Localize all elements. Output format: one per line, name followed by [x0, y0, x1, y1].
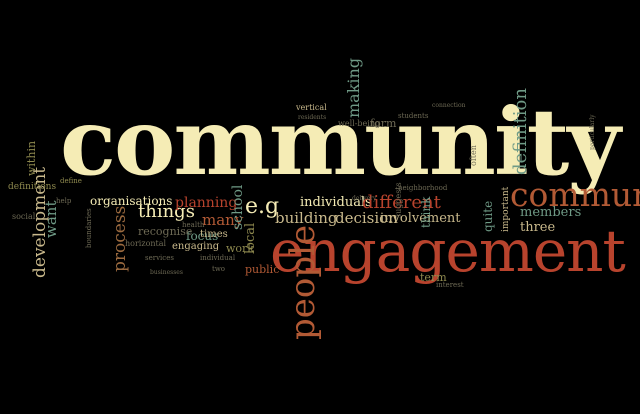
word-delivery: delivery	[352, 195, 377, 202]
word-many: many	[202, 211, 244, 229]
word-members: members	[520, 205, 582, 220]
word-two: two	[212, 265, 226, 273]
word-residents: residents	[298, 114, 327, 121]
word-individuals: individuals	[300, 195, 372, 210]
word-health: health	[182, 221, 205, 229]
word-services: services	[145, 254, 174, 262]
word-definition: definition	[510, 88, 531, 175]
word-often: often	[469, 145, 478, 166]
word-times: times	[200, 229, 228, 240]
word-community: community	[60, 88, 621, 196]
word-local: local	[243, 222, 258, 254]
word-people: people	[283, 224, 323, 340]
word-horizontal: horizontal	[125, 239, 167, 248]
word-particularly: particularly	[589, 114, 596, 150]
word-involvement: involvement	[380, 211, 461, 226]
word-planning: planning	[175, 195, 238, 211]
word-things: things	[138, 201, 195, 222]
word-suggests: suggests	[394, 182, 403, 218]
word-think: think	[419, 196, 433, 228]
word-social: social	[12, 212, 36, 221]
word-businesses: businesses	[150, 269, 183, 276]
word-term: term	[420, 271, 447, 284]
word-help: help	[56, 197, 72, 205]
word-engagement: engagement	[270, 217, 626, 285]
word-focus: focus	[186, 229, 219, 243]
word-eg: e.g	[245, 194, 280, 219]
word-important: important	[501, 186, 511, 232]
word-vertical: vertical	[296, 103, 327, 112]
word-connection: connection	[432, 102, 466, 109]
word-public: public	[245, 263, 280, 276]
word-define: define	[60, 177, 82, 185]
word-well-being: well-being	[338, 119, 381, 128]
word-different: different	[362, 192, 441, 213]
word-quite: quite	[481, 200, 495, 232]
word-students: students	[398, 112, 429, 120]
word-neighborhood: neighborhood	[398, 184, 448, 192]
word-work: work	[226, 242, 254, 255]
word-recognise: recognise	[138, 225, 193, 238]
word-three: three	[520, 220, 556, 235]
word-building: building	[275, 209, 338, 227]
word-making: making	[344, 57, 363, 118]
word-communities: communities	[510, 175, 640, 214]
word-want: want	[42, 200, 60, 238]
word-boundaries: boundaries	[85, 208, 93, 248]
word-interest: interest	[436, 281, 464, 289]
word-form: form	[370, 117, 397, 130]
word-within: within	[25, 140, 38, 176]
word-definitions: definitions	[8, 182, 57, 192]
word-decision: decision	[335, 209, 398, 227]
word-organisations: organisations	[90, 194, 173, 208]
word-individual: individual	[200, 254, 236, 262]
word-engaging: engaging	[172, 241, 220, 252]
